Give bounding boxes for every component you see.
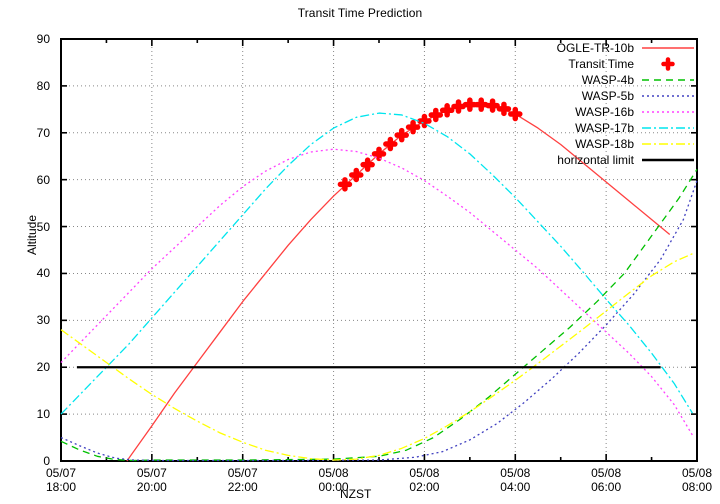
x-axis-label: NZST xyxy=(340,487,372,501)
x-tick-time: 18:00 xyxy=(45,480,77,494)
x-tick-date: 05/07 xyxy=(136,466,167,480)
x-tick-label: 05/08 04:00 xyxy=(475,466,555,494)
data-series-layer xyxy=(60,97,698,462)
y-tick-label: 30 xyxy=(36,313,50,328)
y-tick-label: 0 xyxy=(43,454,50,468)
legend-item-label: WASP-16b xyxy=(575,105,634,119)
y-tick-label: 60 xyxy=(36,172,50,187)
line-dashdot-cyan-icon xyxy=(640,121,696,135)
x-tick-label: 05/07 20:00 xyxy=(112,466,192,494)
legend-item-label: Transit Time xyxy=(568,57,634,71)
x-tick-time: 02:00 xyxy=(409,480,440,494)
x-tick-date: 05/08 xyxy=(409,466,440,480)
series-markers-transit-time xyxy=(337,97,523,192)
x-tick-label: 05/08 02:00 xyxy=(384,466,464,494)
legend-item[interactable]: OGLE-TR-10b xyxy=(520,40,696,56)
legend-item-label: OGLE-TR-10b xyxy=(556,41,634,55)
legend-item[interactable]: WASP-16b xyxy=(520,104,696,120)
x-tick-date: 05/08 xyxy=(681,466,713,480)
x-tick-label: 05/07 22:00 xyxy=(203,466,283,494)
series-line-wasp-5b xyxy=(60,180,698,462)
x-tick-label: 05/07 18:00 xyxy=(21,466,101,494)
axis-ticks xyxy=(60,38,698,462)
series-line-wasp-18b xyxy=(60,253,693,461)
line-dashdot-yellow-icon xyxy=(640,137,696,151)
legend-item-label: WASP-18b xyxy=(575,137,634,151)
line-solid-black-icon xyxy=(640,153,696,167)
y-tick-label: 10 xyxy=(36,407,50,422)
legend-item[interactable]: horizontal limit xyxy=(520,152,696,168)
line-solid-red-icon xyxy=(640,41,696,55)
y-tick-label: 50 xyxy=(36,219,50,234)
x-tick-time: 06:00 xyxy=(591,480,622,494)
x-tick-date: 05/08 xyxy=(500,466,531,480)
legend-item-label: WASP-17b xyxy=(575,121,634,135)
line-dotted-magenta-icon xyxy=(640,105,696,119)
legend-item-label: WASP-4b xyxy=(581,73,634,87)
line-dotted-blue-icon xyxy=(640,89,696,103)
y-tick-label: 40 xyxy=(36,266,50,281)
x-tick-time: 00:00 xyxy=(318,480,349,494)
x-tick-time: 22:00 xyxy=(227,480,258,494)
y-tick-label: 70 xyxy=(36,125,50,140)
y-tick-label: 20 xyxy=(36,360,50,375)
x-tick-date: 05/07 xyxy=(45,466,77,480)
x-tick-time: 08:00 xyxy=(681,480,713,494)
y-tick-label: 90 xyxy=(36,32,50,46)
legend-item-label: horizontal limit xyxy=(557,153,634,167)
legend-item[interactable]: WASP-17b xyxy=(520,120,696,136)
series-line-wasp-4b xyxy=(60,169,698,462)
legend-item[interactable]: Transit Time xyxy=(520,56,696,72)
x-tick-date: 05/07 xyxy=(227,466,258,480)
legend-item-label: WASP-5b xyxy=(581,89,634,103)
legend-item[interactable]: WASP-5b xyxy=(520,88,696,104)
chart-title: Transit Time Prediction xyxy=(297,6,423,20)
legend-item[interactable]: WASP-4b xyxy=(520,72,696,88)
x-tick-label: 05/08 08:00 xyxy=(657,466,720,494)
legend-item[interactable]: WASP-18b xyxy=(520,136,696,152)
x-tick-label: 05/08 00:00 xyxy=(294,466,374,494)
series-line-wasp-16b xyxy=(60,148,694,436)
x-tick-time: 04:00 xyxy=(500,480,531,494)
line-dashed-green-icon xyxy=(640,73,696,87)
chart-legend: OGLE-TR-10b Transit Time WASP-4b WASP-5b WAS… xyxy=(520,40,696,168)
x-tick-date: 05/08 xyxy=(591,466,622,480)
x-tick-label: 05/08 06:00 xyxy=(566,466,646,494)
x-tick-date: 05/08 xyxy=(318,466,349,480)
series-line-wasp-17b xyxy=(60,112,694,415)
plus-marker-red-icon xyxy=(640,57,696,71)
y-tick-label: 80 xyxy=(36,78,50,93)
x-tick-time: 20:00 xyxy=(136,480,167,494)
